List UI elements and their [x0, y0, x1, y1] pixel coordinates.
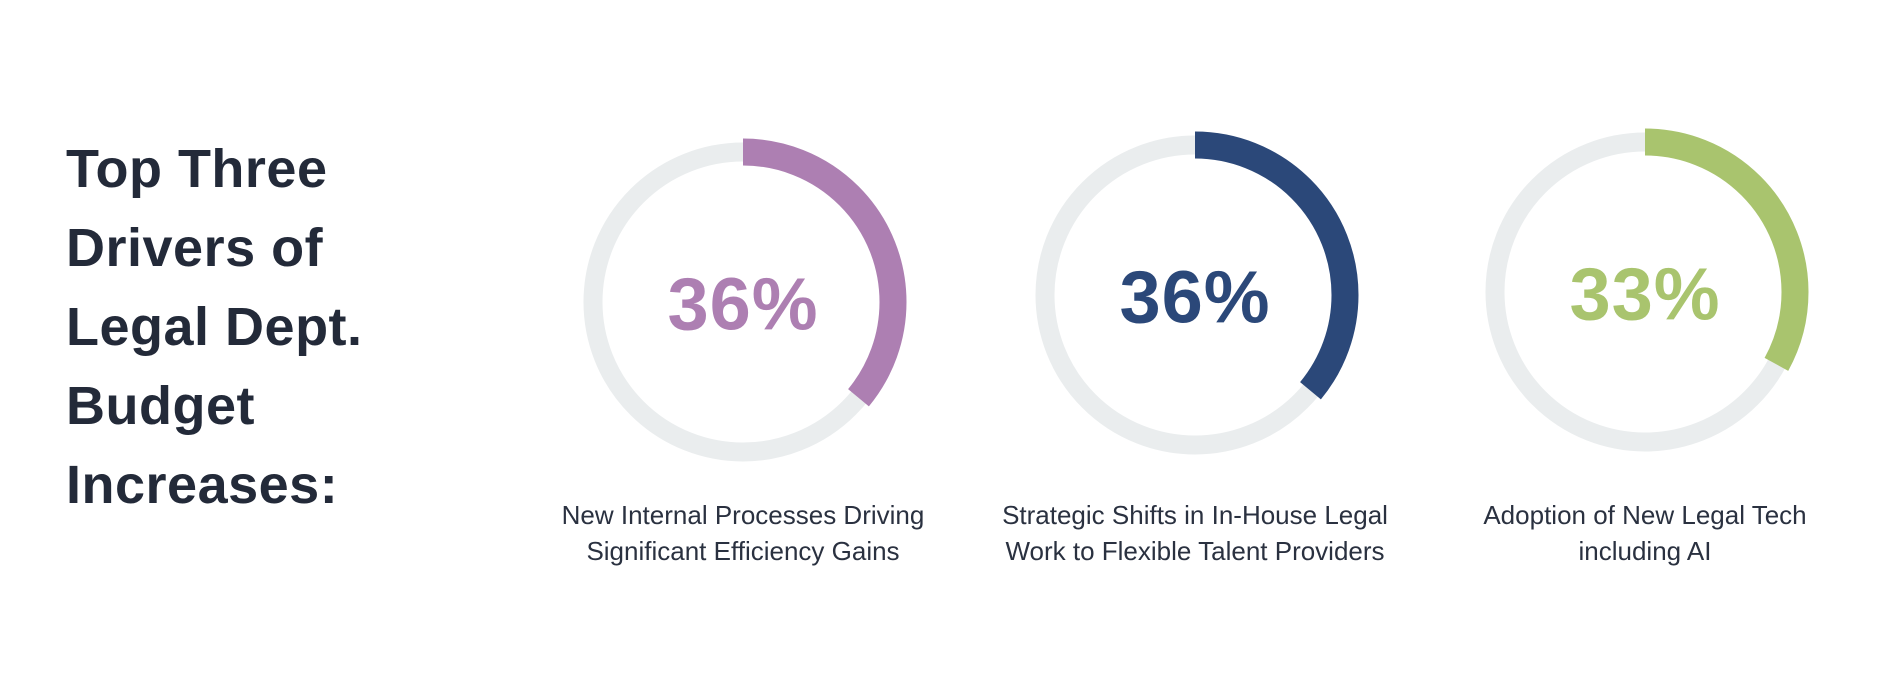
donut-percent-value: 33%: [1569, 253, 1720, 336]
donut-percent-value: 36%: [667, 263, 818, 346]
donut-caption-line: including AI: [1578, 536, 1712, 566]
donut-chart-3: 33% Adoption of New Legal Tech including…: [1415, 0, 1875, 680]
page-title: Top Three Drivers of Legal Dept. Budget …: [66, 130, 426, 525]
donut-caption-line: Adoption of New Legal Tech: [1483, 500, 1807, 530]
donut-caption-line: Work to Flexible Talent Providers: [1005, 536, 1385, 566]
donut-caption-line: Significant Efficiency Gains: [586, 536, 900, 566]
donut-caption-line: Strategic Shifts in In-House Legal: [1002, 500, 1388, 530]
donut-caption: New Internal Processes Driving Significa…: [513, 497, 973, 569]
donut-caption: Strategic Shifts in In-House Legal Work …: [965, 497, 1425, 569]
donut-arc: [579, 138, 907, 466]
page-title-line: Legal Dept.: [66, 297, 363, 357]
donut-arc: [1031, 131, 1359, 459]
donut-chart-2: 36% Strategic Shifts in In-House Legal W…: [965, 0, 1425, 680]
page-title-line: Increases:: [66, 455, 339, 515]
donut-ring: 36%: [1031, 131, 1359, 459]
donut-arc: [1481, 128, 1809, 456]
page-title-line: Budget: [66, 376, 255, 436]
donut-ring: 36%: [579, 138, 907, 466]
donut-caption: Adoption of New Legal Tech including AI: [1415, 497, 1875, 569]
donut-caption-line: New Internal Processes Driving: [561, 500, 925, 530]
page-title-line: Drivers of: [66, 218, 324, 278]
donut-ring: 33%: [1481, 128, 1809, 456]
page-title-line: Top Three: [66, 139, 328, 199]
donut-chart-1: 36% New Internal Processes Driving Signi…: [513, 0, 973, 680]
donut-percent-value: 36%: [1119, 256, 1270, 339]
